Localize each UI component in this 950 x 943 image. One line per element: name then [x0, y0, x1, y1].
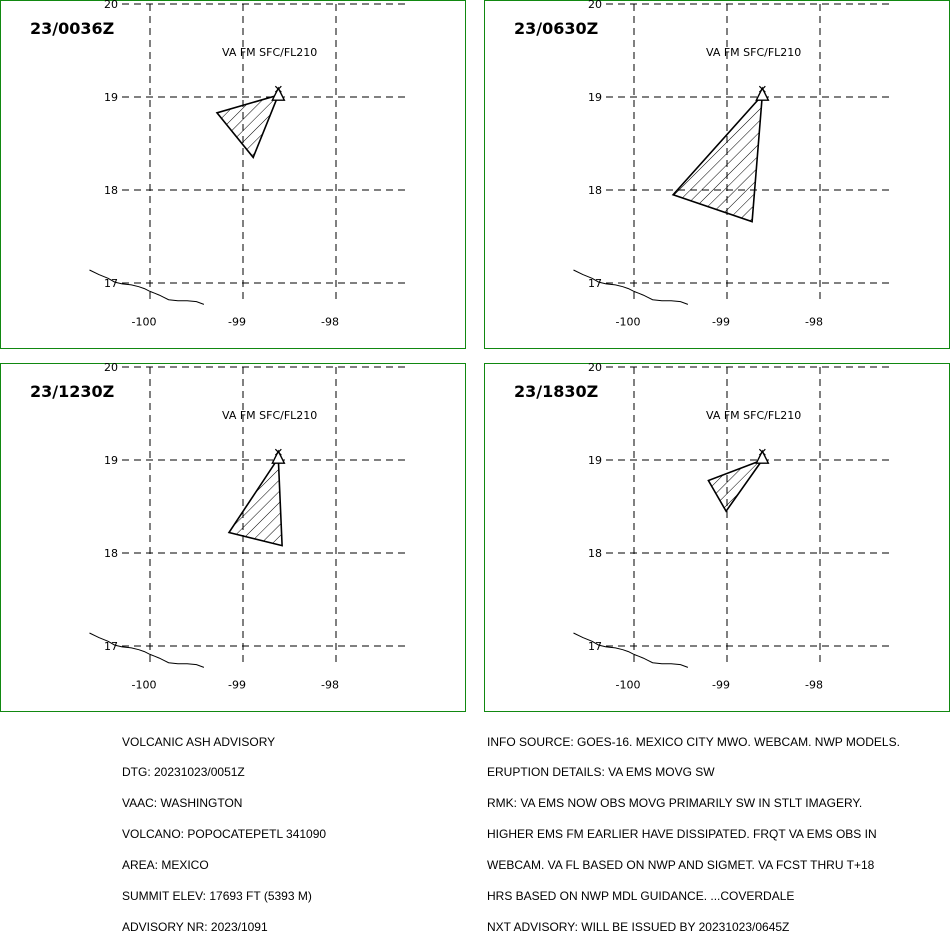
- advisory-summit-elev: SUMMIT ELEV: 17693 FT (5393 M): [122, 889, 312, 904]
- panel-frame: [0, 363, 466, 712]
- advisory-remark-line: HRS BASED ON NWP MDL GUIDANCE. ...COVERD…: [487, 889, 795, 904]
- lat-tick-label: 18: [104, 547, 118, 560]
- panel-level-label: VA FM SFC/FL210: [706, 46, 801, 59]
- lon-tick-label: -99: [712, 679, 730, 692]
- lon-tick-label: -99: [228, 679, 246, 692]
- advisory-details-block: INFO SOURCE: GOES-16. MEXICO CITY MWO. W…: [487, 716, 900, 943]
- lat-tick-label: 20: [588, 363, 602, 374]
- coastline: [573, 269, 689, 305]
- advisory-remark-line: HIGHER EMS FM EARLIER HAVE DISSIPATED. F…: [487, 827, 877, 842]
- eruption-x-icon: [758, 448, 766, 456]
- coastline: [573, 632, 689, 668]
- advisory-remark-line: WEBCAM. VA FL BASED ON NWP AND SIGMET. V…: [487, 858, 875, 873]
- map-panel-2: 20 19 18 17 -100 -99 -98 23/1230Z VA FM SFC/FL21…: [0, 363, 466, 712]
- advisory-info-source: INFO SOURCE: GOES-16. MEXICO CITY MWO. W…: [487, 734, 900, 749]
- lon-tick-label: -100: [132, 679, 157, 692]
- advisory-dtg: DTG: 20231023/0051Z: [122, 765, 245, 780]
- eruption-x-icon: [758, 85, 766, 93]
- lat-tick-label: 19: [104, 91, 118, 104]
- ash-cloud-polygon: [671, 92, 764, 223]
- lat-tick-label: 18: [588, 547, 602, 560]
- advisory-volcano: VOLCANO: POPOCATEPETL 341090: [122, 827, 327, 842]
- lat-tick-label: 18: [104, 184, 118, 197]
- map-panel-3: 20 19 18 17 -100 -99 -98 23/1830Z VA FM SFC/FL21…: [484, 363, 950, 712]
- ash-cloud-polygon: [707, 458, 765, 513]
- volcano-triangle-icon: [755, 449, 770, 464]
- lat-tick-label: 19: [104, 454, 118, 467]
- lat-tick-label: 20: [588, 0, 602, 11]
- volcano-triangle-icon: [271, 449, 286, 464]
- panel-time-label: 23/0630Z: [514, 19, 598, 38]
- lon-tick-label: -98: [321, 679, 339, 692]
- lon-tick-label: -100: [616, 316, 641, 329]
- ash-cloud-polygon: [215, 93, 280, 159]
- coastline: [89, 269, 205, 305]
- lon-tick-label: -100: [616, 679, 641, 692]
- coastline: [89, 632, 205, 668]
- lon-tick-label: -99: [228, 316, 246, 329]
- advisory-next: NXT ADVISORY: WILL BE ISSUED BY 20231023…: [487, 919, 790, 934]
- panel-time-label: 23/0036Z: [30, 19, 114, 38]
- eruption-x-icon: [274, 85, 282, 93]
- lat-tick-label: 17: [588, 640, 602, 653]
- advisory-eruption-details: ERUPTION DETAILS: VA EMS MOVG SW: [487, 765, 715, 780]
- lat-tick-label: 18: [588, 184, 602, 197]
- lon-tick-label: -99: [712, 316, 730, 329]
- lat-tick-label: 17: [104, 640, 118, 653]
- panel-level-label: VA FM SFC/FL210: [222, 409, 317, 422]
- panel-frame: [0, 0, 466, 349]
- volcano-triangle-icon: [755, 86, 770, 101]
- lat-tick-label: 17: [588, 277, 602, 290]
- advisory-number: ADVISORY NR: 2023/1091: [122, 919, 268, 934]
- advisory-title: VOLCANIC ASH ADVISORY: [122, 734, 276, 749]
- advisory-vaac: VAAC: WASHINGTON: [122, 796, 243, 811]
- lat-tick-label: 17: [104, 277, 118, 290]
- lon-tick-label: -98: [805, 316, 823, 329]
- panel-level-label: VA FM SFC/FL210: [222, 46, 317, 59]
- advisory-header-block: VOLCANIC ASH ADVISORY DTG: 20231023/0051…: [122, 716, 326, 943]
- panel-level-label: VA FM SFC/FL210: [706, 409, 801, 422]
- lon-tick-label: -98: [805, 679, 823, 692]
- lat-tick-label: 20: [104, 0, 118, 11]
- map-panel-0: 20 19 18 17 -100 -99 -98 23/0036Z VA FM SFC/FL21…: [0, 0, 466, 349]
- eruption-x-icon: [274, 448, 282, 456]
- map-panel-1: 20 19 18 17 -100 -99 -98 23/0630Z VA FM SFC/FL21…: [484, 0, 950, 349]
- ash-cloud-polygon: [227, 455, 283, 547]
- lat-tick-label: 20: [104, 363, 118, 374]
- lon-tick-label: -100: [132, 316, 157, 329]
- advisory-area: AREA: MEXICO: [122, 858, 209, 873]
- panel-time-label: 23/1830Z: [514, 382, 598, 401]
- lat-tick-label: 19: [588, 91, 602, 104]
- lon-tick-label: -98: [321, 316, 339, 329]
- lat-tick-label: 19: [588, 454, 602, 467]
- advisory-remark-line: RMK: VA EMS NOW OBS MOVG PRIMARILY SW IN…: [487, 796, 863, 811]
- panel-time-label: 23/1230Z: [30, 382, 114, 401]
- volcano-triangle-icon: [271, 86, 286, 101]
